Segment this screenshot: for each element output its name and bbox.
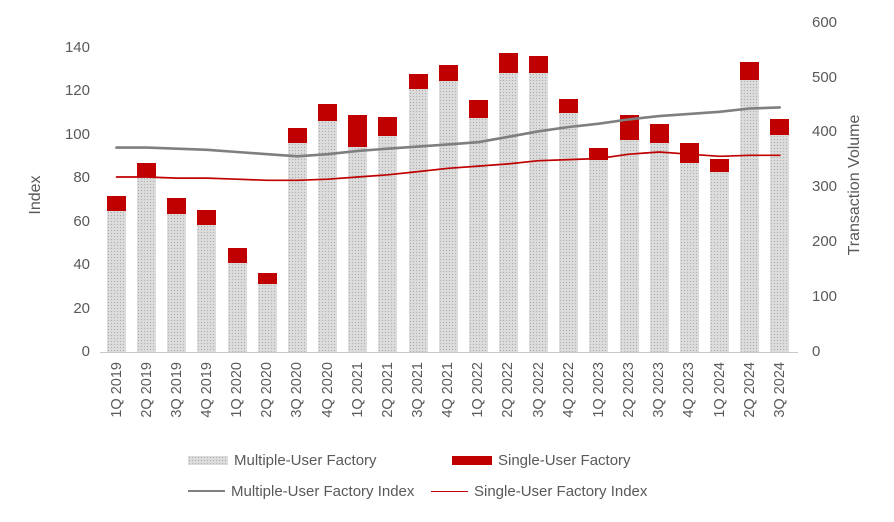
bar-segment-multiple-user-factory <box>227 263 247 352</box>
x-axis-line <box>100 352 798 353</box>
bar-segment-multiple-user-factory <box>770 135 790 352</box>
bar-segment-single-user-factory <box>438 64 458 81</box>
bar-segment-multiple-user-factory <box>619 140 639 352</box>
x-axis-label: 1Q 2022 <box>470 362 487 418</box>
bar-segment-single-user-factory <box>257 272 277 284</box>
bar-segment-single-user-factory <box>710 159 729 172</box>
bar-segment-multiple-user-factory <box>137 177 157 352</box>
bar-segment-single-user-factory <box>770 118 790 136</box>
legend-swatch-multiple-user-factory-index <box>188 490 225 492</box>
bar-segment-multiple-user-factory <box>257 283 277 352</box>
legend-label: Multiple-User Factory Index <box>231 482 415 500</box>
bar-segment-multiple-user-factory <box>408 88 428 352</box>
bar-segment-single-user-factory <box>107 195 126 211</box>
x-axis-label: 3Q 2019 <box>168 362 185 418</box>
left-axis-tick-label: 0 <box>81 343 90 360</box>
x-axis-label: 1Q 2024 <box>711 362 728 418</box>
bar-segment-single-user-factory <box>167 198 187 215</box>
x-axis-label: 4Q 2019 <box>198 362 215 418</box>
right-axis-tick-label: 100 <box>812 288 838 306</box>
legend-item-multiple-user-factory: Multiple-User Factory <box>188 451 377 469</box>
legend-item-single-user-factory: Single-User Factory <box>452 451 631 469</box>
x-axis-label: 2Q 2021 <box>379 362 396 418</box>
bar-segment-single-user-factory <box>348 115 368 147</box>
bar-segment-multiple-user-factory <box>378 135 398 352</box>
x-axis-label: 3Q 2020 <box>289 362 306 418</box>
legend-label: Single-User Factory <box>498 451 631 469</box>
bar-segment-multiple-user-factory <box>589 160 609 352</box>
bar-segment-single-user-factory <box>318 103 338 121</box>
bar-segment-single-user-factory <box>619 114 639 141</box>
bar-segment-multiple-user-factory <box>498 73 518 352</box>
bar-segment-single-user-factory <box>137 162 157 178</box>
bar-segment-multiple-user-factory <box>710 171 729 352</box>
bar-segment-multiple-user-factory <box>529 73 549 352</box>
bar-segment-single-user-factory <box>408 74 428 89</box>
bar-segment-single-user-factory <box>227 248 247 264</box>
legend-swatch-single-user-factory <box>452 455 492 465</box>
x-axis-label: 4Q 2020 <box>319 362 336 418</box>
bar-segment-multiple-user-factory <box>679 163 699 352</box>
x-axis-label: 2Q 2024 <box>741 362 758 418</box>
x-axis-label: 3Q 2021 <box>410 362 426 418</box>
left-axis-tick-label: 20 <box>73 299 90 317</box>
x-axis-label: 3Q 2024 <box>771 362 788 418</box>
bar-segment-multiple-user-factory <box>468 118 488 352</box>
legend-item-single-user-factory-index: Single-User Factory Index <box>431 482 647 500</box>
bar-segment-single-user-factory <box>498 53 518 74</box>
x-axis-label: 1Q 2020 <box>229 362 246 418</box>
x-axis-label: 2Q 2023 <box>621 362 638 418</box>
left-axis-tick-label: 60 <box>73 212 90 230</box>
left-axis-title: Index <box>27 175 44 215</box>
bar-segment-single-user-factory <box>197 209 217 226</box>
bar-segment-multiple-user-factory <box>318 120 338 352</box>
bar-segment-single-user-factory <box>287 127 307 143</box>
bar-segment-single-user-factory <box>468 100 488 119</box>
x-axis-label: 3Q 2022 <box>530 362 547 418</box>
right-axis-tick-label: 400 <box>812 123 838 141</box>
bar-segment-multiple-user-factory <box>287 142 307 352</box>
legend-label: Single-User Factory Index <box>474 482 648 500</box>
right-axis-tick-label: 0 <box>812 343 821 360</box>
left-axis-tick-label: 80 <box>73 169 90 187</box>
bar-segment-multiple-user-factory <box>197 225 217 352</box>
x-axis-label: 2Q 2019 <box>138 362 155 418</box>
bar-segment-multiple-user-factory <box>348 146 368 352</box>
legend-swatch-single-user-factory-index <box>431 490 468 492</box>
bar-segment-single-user-factory <box>378 117 398 136</box>
bar-segment-multiple-user-factory <box>559 113 579 352</box>
bar-segment-multiple-user-factory <box>740 79 760 352</box>
right-axis-tick-label: 300 <box>812 178 838 196</box>
bar-segment-single-user-factory <box>529 56 549 74</box>
x-axis-label: 4Q 2022 <box>560 362 577 418</box>
left-axis-tick-label: 100 <box>64 125 90 143</box>
bar-segment-multiple-user-factory <box>107 210 126 352</box>
legend-item-multiple-user-factory-index: Multiple-User Factory Index <box>188 482 414 500</box>
left-axis-tick-label: 40 <box>73 256 90 274</box>
bar-segment-single-user-factory <box>649 123 669 143</box>
x-axis-label: 4Q 2023 <box>681 362 698 418</box>
bar-segment-single-user-factory <box>559 99 579 114</box>
bar-segment-single-user-factory <box>589 148 609 161</box>
bar-segment-multiple-user-factory <box>167 214 187 352</box>
x-axis-label: 3Q 2023 <box>651 362 668 418</box>
bar-segment-multiple-user-factory <box>438 80 458 352</box>
x-axis-label: 1Q 2019 <box>108 362 125 418</box>
bar-segment-multiple-user-factory <box>649 142 669 352</box>
right-axis-tick-label: 200 <box>812 233 838 251</box>
legend-swatch-multiple-user-factory <box>188 455 228 465</box>
left-axis-tick-label: 140 <box>64 38 90 56</box>
bar-segment-single-user-factory <box>740 61 760 80</box>
bar-segment-single-user-factory <box>679 143 699 164</box>
legend-label: Multiple-User Factory <box>234 451 377 469</box>
x-axis-label: 1Q 2021 <box>349 362 366 418</box>
x-axis-label: 1Q 2023 <box>590 362 607 418</box>
right-axis-tick-label: 500 <box>812 68 838 86</box>
left-axis-tick-label: 120 <box>64 82 90 100</box>
x-axis-label: 2Q 2022 <box>500 362 517 418</box>
x-axis-label: 2Q 2020 <box>259 362 276 418</box>
x-axis-label: 4Q 2021 <box>440 362 457 418</box>
right-axis-tick-label: 600 <box>812 13 838 31</box>
